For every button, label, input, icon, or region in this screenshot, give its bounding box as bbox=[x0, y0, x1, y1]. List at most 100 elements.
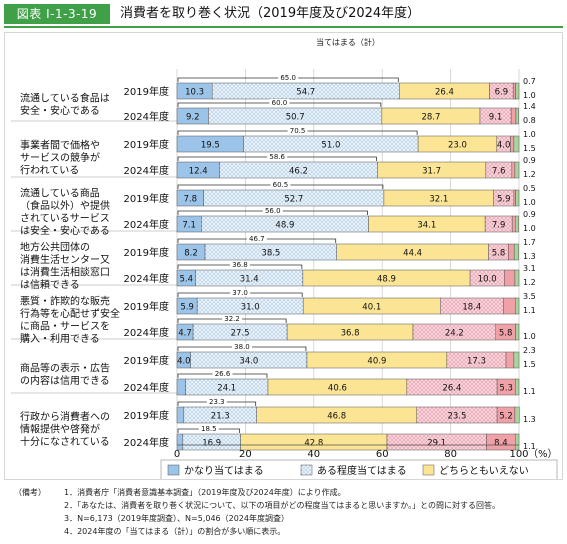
category-labels: 当てはまる（計）流通している食品は安全・安心である2019年度2024年度事業者… bbox=[20, 37, 380, 449]
total-value-label: 60.5 bbox=[273, 181, 289, 189]
legend: かなり当てはまるある程度当てはまるどちらともいえないあまり当てはまらないほとんど… bbox=[160, 459, 558, 479]
data-label: 31.7 bbox=[422, 167, 441, 177]
category-label: 商品等の表示・広告 bbox=[20, 361, 110, 374]
notes: （備考） 1．消費者庁「消費者意識基本調査」（2019年度及び2024年度）によ… bbox=[14, 486, 500, 538]
bar-segment bbox=[513, 243, 519, 261]
year-label: 2024年度 bbox=[124, 381, 169, 394]
category-label: は安全・安心である bbox=[20, 224, 110, 237]
year-label: 2019年度 bbox=[124, 409, 169, 422]
bar-segment bbox=[176, 406, 185, 424]
data-label: 46.8 bbox=[327, 412, 346, 422]
data-label: 40.6 bbox=[328, 384, 347, 394]
data-label: 52.7 bbox=[284, 195, 303, 205]
data-label: 44.4 bbox=[403, 249, 422, 259]
total-value-label: 70.5 bbox=[290, 127, 306, 135]
outside-value-label: 1.0 bbox=[523, 198, 536, 207]
bar-segment bbox=[515, 107, 519, 125]
x-tick-label: 40 bbox=[307, 449, 320, 460]
bar-segment bbox=[513, 135, 520, 153]
bar-segment bbox=[514, 378, 520, 396]
legend-label: ある程度当てはまる bbox=[317, 464, 407, 477]
data-label: 16.9 bbox=[202, 439, 221, 449]
note-row: （備考） 1．消費者庁「消費者意識基本調査」（2019年度及び2024年度）によ… bbox=[14, 486, 500, 499]
stacked-bar-chart: 当てはまる（計）流通している食品は安全・安心である2019年度2024年度事業者… bbox=[11, 37, 558, 479]
outside-value-label: 1.4 bbox=[523, 102, 536, 111]
note-line: 4．2024年度の「当てはまる（計）」の割合が多い順に表示。 bbox=[64, 527, 286, 536]
category-label: 情報提供や啓発が bbox=[20, 423, 100, 436]
data-label: 27.5 bbox=[231, 329, 250, 339]
bar-segment bbox=[510, 135, 515, 153]
bar-segment bbox=[505, 351, 515, 369]
data-label: 5.2 bbox=[499, 412, 513, 422]
data-label: 40.9 bbox=[367, 357, 386, 367]
bar-segment bbox=[514, 297, 520, 315]
outside-value-label: 1.1 bbox=[523, 306, 536, 315]
data-label: 5.8 bbox=[492, 249, 506, 259]
legend-label: どちらともいえない bbox=[439, 465, 529, 477]
data-label: 46.2 bbox=[289, 167, 308, 177]
legend-swatch bbox=[300, 464, 313, 476]
data-label: 36.8 bbox=[341, 329, 360, 339]
outside-value-label: 1.0 bbox=[523, 224, 536, 233]
note-line: 3．N=6,173（2019年度調査）、N=5,046（2024年度調査） bbox=[64, 514, 289, 523]
x-tick-label: 0 bbox=[174, 449, 180, 460]
total-value-label: 32.2 bbox=[224, 315, 240, 323]
total-value-label: 36.8 bbox=[232, 261, 248, 269]
bar-segment bbox=[514, 161, 520, 179]
bar-segment bbox=[503, 297, 516, 315]
category-label: 流通している食品は bbox=[20, 91, 110, 104]
category-label: 地方公共団体の bbox=[20, 240, 90, 253]
year-label: 2024年度 bbox=[124, 436, 169, 449]
legend-box bbox=[160, 459, 558, 479]
category-label: されているサービス bbox=[20, 212, 110, 224]
legend-swatch bbox=[422, 464, 435, 476]
bar-segment bbox=[512, 82, 516, 100]
outside-value-label: 1.3 bbox=[523, 415, 536, 424]
data-label: 31.4 bbox=[240, 275, 259, 285]
figure-number-badge: 図表 Ⅰ-1-3-19 bbox=[4, 4, 110, 24]
outside-value-label: 1.2 bbox=[523, 278, 536, 287]
outside-value-label: 1.3 bbox=[523, 252, 536, 261]
data-label: 7.8 bbox=[184, 195, 198, 205]
outside-value-label: 2.3 bbox=[523, 346, 536, 355]
bar-segment bbox=[511, 215, 516, 233]
category-label: 購入・利用できる bbox=[20, 332, 100, 345]
outside-value-label: 0.5 bbox=[523, 184, 536, 193]
total-label-bg bbox=[270, 181, 291, 188]
bars: 65.0 10.3 54.7 26.4 6.9 0.7 1.0 60.0 9.2 50.7 28.7… bbox=[176, 74, 536, 451]
notes-head: （備考） bbox=[14, 488, 46, 497]
category-label: 十分になされている bbox=[20, 435, 110, 448]
figure-title: 消費者を取り巻く状況（2019年度及び2024年度） bbox=[120, 6, 421, 21]
note-row: 2．「あなたは、消費者を取り巻く状況について、以下の項目がどの程度当てはまると思… bbox=[14, 499, 500, 512]
year-label: 2024年度 bbox=[124, 164, 169, 177]
category-label: の内容は信用できる bbox=[20, 374, 110, 387]
outside-value-label: 1.0 bbox=[523, 130, 536, 139]
outside-value-label: 1.0 bbox=[523, 332, 536, 341]
bar-segment bbox=[510, 107, 517, 125]
outside-value-label: 1.5 bbox=[523, 360, 536, 369]
data-label: 7.1 bbox=[182, 221, 196, 231]
category-label: 安全・安心である bbox=[20, 104, 100, 117]
total-label-bg bbox=[198, 425, 219, 432]
data-label: 8.2 bbox=[184, 249, 198, 259]
data-label: 5.4 bbox=[179, 275, 193, 285]
year-label: 2019年度 bbox=[124, 192, 169, 205]
total-value-label: 38.0 bbox=[234, 343, 250, 351]
data-label: 4.0 bbox=[177, 357, 191, 367]
x-unit-label: （%） bbox=[528, 448, 558, 460]
figure-header: 図表 Ⅰ-1-3-19 消費者を取り巻く状況（2019年度及び2024年度） bbox=[0, 0, 567, 30]
data-label: 26.4 bbox=[435, 88, 454, 98]
data-label: 17.3 bbox=[467, 357, 486, 367]
total-label-bg bbox=[222, 315, 243, 322]
data-label: 4.7 bbox=[178, 329, 192, 339]
note-row: 3．N=6,173（2019年度調査）、N=5,046（2024年度調査） bbox=[14, 512, 500, 525]
bar-segment bbox=[513, 189, 516, 207]
total-value-label: 46.7 bbox=[249, 235, 265, 243]
data-label: 42.8 bbox=[304, 439, 323, 449]
data-label: 19.5 bbox=[201, 141, 220, 151]
header-rule bbox=[4, 26, 563, 28]
bar-segment bbox=[504, 269, 516, 287]
x-tick-label: 80 bbox=[444, 449, 457, 460]
data-label: 24.2 bbox=[445, 329, 464, 339]
data-label: 40.1 bbox=[362, 303, 381, 313]
